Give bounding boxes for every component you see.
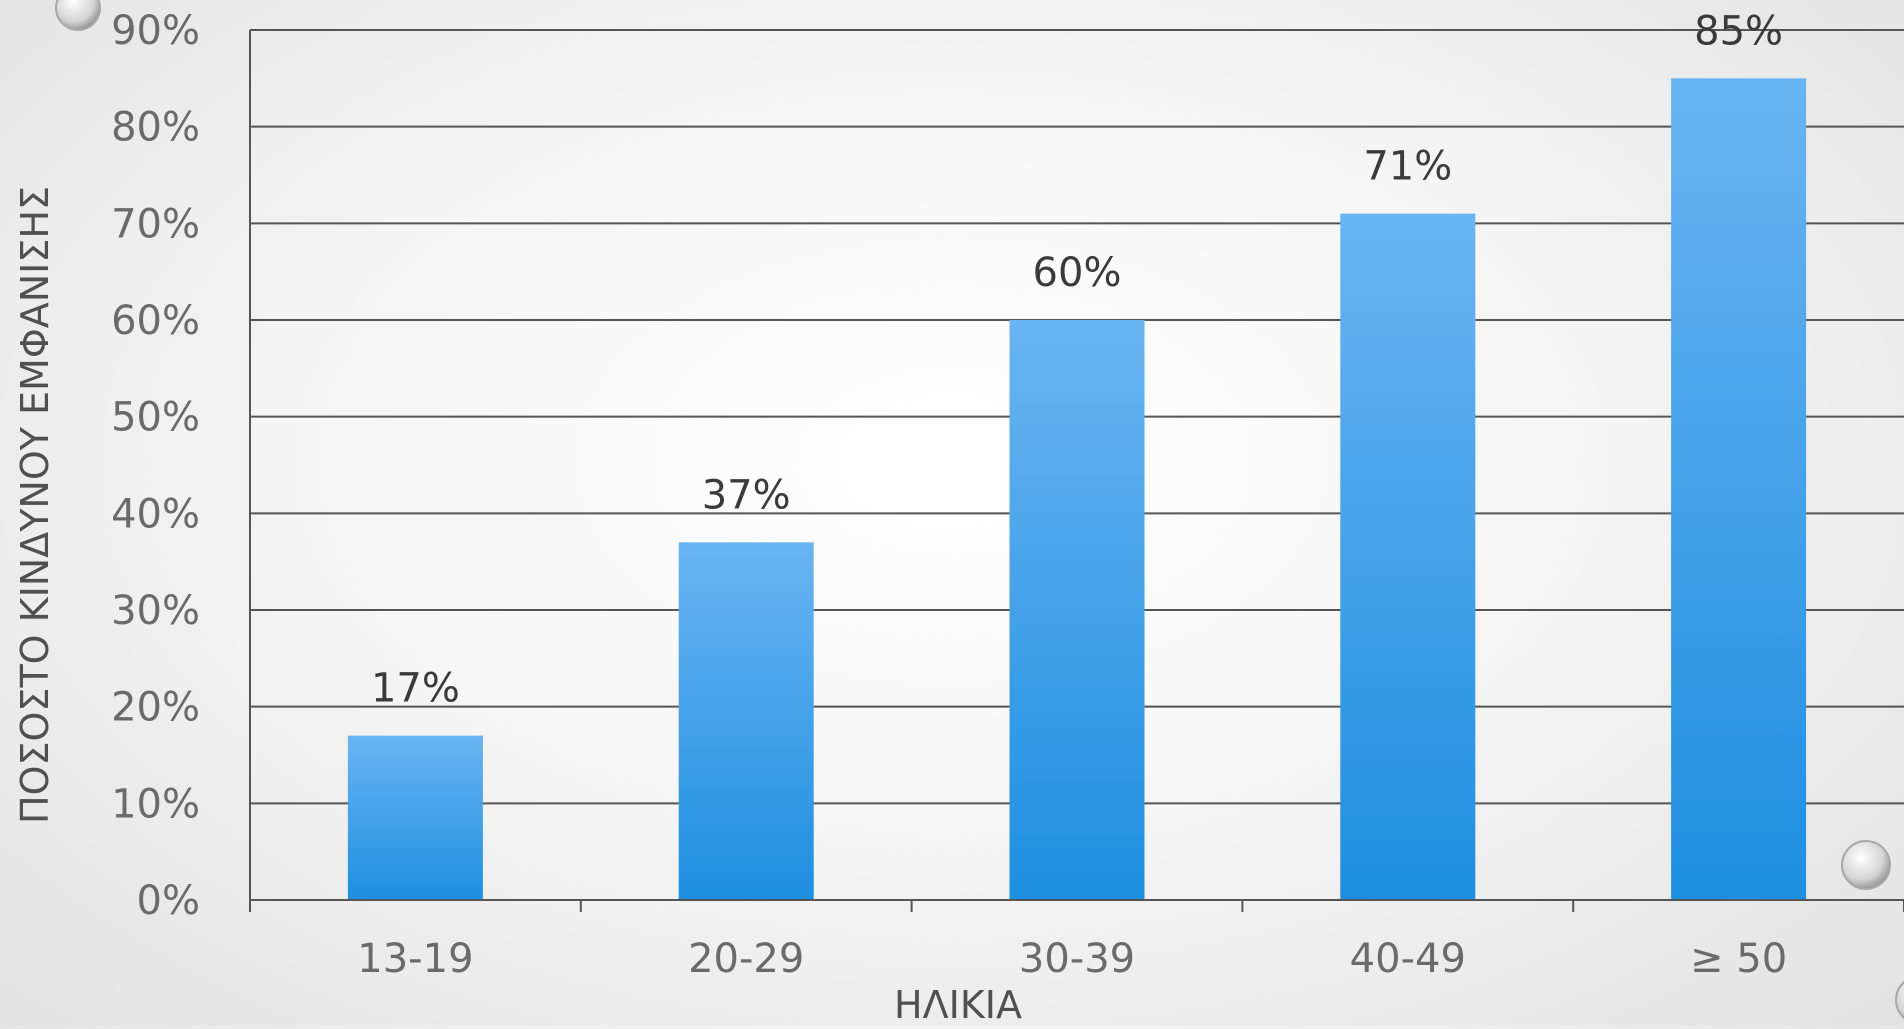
data-label: 17% [371,666,460,712]
y-tick-label: 30% [111,588,200,634]
x-tick-label: 13-19 [357,936,473,982]
y-tick-label: 50% [111,395,200,441]
data-label: 71% [1363,144,1452,190]
x-tick-label: 20-29 [688,936,804,982]
data-label: 60% [1033,250,1122,296]
bar [678,542,814,900]
axes [249,30,1904,912]
decorative-pearl-icon [1895,980,1904,1020]
bar [1009,320,1145,900]
y-tick-label: 60% [111,298,200,344]
y-axis-title: ΠΟΣΟΣΤΟ ΚΙΝΔΥΝΟΥ ΕΜΦΑΝΙΣΗΣ [13,186,57,824]
data-label: 85% [1694,8,1783,54]
bar [347,735,483,900]
x-tick-label: 40-49 [1350,936,1466,982]
x-tick-label: ≥ 50 [1690,936,1787,982]
y-tick-label: 10% [111,781,200,827]
bar [1671,78,1807,901]
decorative-pearl-icon [1841,840,1891,890]
y-tick-label: 40% [111,491,200,537]
bars [347,78,1807,901]
data-label: 37% [702,472,791,518]
y-tick-label: 20% [111,685,200,731]
y-tick-label: 0% [137,878,200,924]
decorative-pearl-icon [55,0,101,31]
x-tick-label: 30-39 [1019,936,1135,982]
labels: 0% 10% 20% 30% 40% 50% 60% 70% 80% 90% 17% 13-19 37%… [111,8,1787,982]
y-tick-label: 80% [111,105,200,151]
x-axis-title: ΗΛΙΚΙΑ [894,983,1022,1025]
y-tick-label: 70% [111,201,200,247]
y-tick-label: 90% [111,8,200,54]
bar [1340,213,1476,900]
